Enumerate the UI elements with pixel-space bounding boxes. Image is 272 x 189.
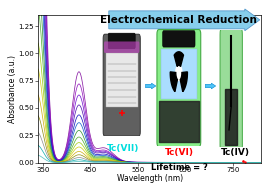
FancyBboxPatch shape [163,31,195,47]
Text: Tc(VI): Tc(VI) [165,148,194,157]
FancyArrow shape [146,83,156,89]
Polygon shape [180,72,187,92]
Polygon shape [174,52,184,67]
FancyBboxPatch shape [108,33,135,49]
FancyBboxPatch shape [161,50,197,99]
Polygon shape [225,89,237,145]
FancyBboxPatch shape [104,42,140,53]
Polygon shape [170,72,177,92]
FancyBboxPatch shape [157,29,201,147]
Text: Tc(VII): Tc(VII) [107,144,140,153]
X-axis label: Wavelength (nm): Wavelength (nm) [116,174,183,183]
FancyArrow shape [109,9,260,31]
Polygon shape [176,65,182,81]
FancyArrow shape [205,83,216,89]
FancyBboxPatch shape [103,34,140,136]
FancyBboxPatch shape [220,28,242,152]
Y-axis label: Absorbance (a.u.): Absorbance (a.u.) [8,55,17,123]
FancyBboxPatch shape [106,53,138,107]
Text: Lifetime = ?: Lifetime = ? [151,163,208,172]
Text: Electrochemical Reduction: Electrochemical Reduction [100,15,256,25]
Text: Tc(IV): Tc(IV) [221,148,250,157]
